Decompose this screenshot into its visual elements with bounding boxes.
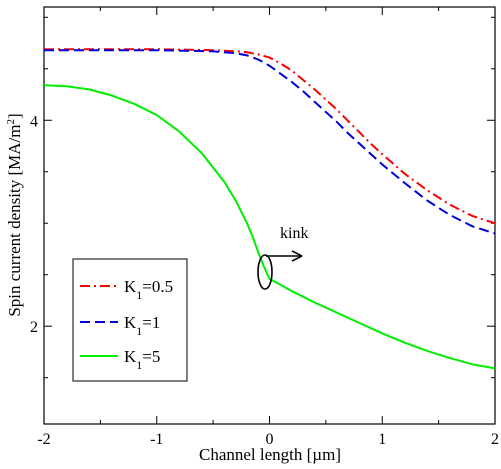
axis-ticks (43, 7, 496, 424)
kink-arrow-head (291, 250, 303, 262)
legend-box (72, 258, 188, 382)
y-axis-label: Spin current density [MA/m2] (5, 113, 24, 316)
legend-label-sub: 1 (136, 324, 142, 338)
series-lines (43, 48, 496, 370)
series-line-1 (44, 48, 496, 225)
legend-label-2: K1=1 (124, 313, 160, 338)
kink-annotation: kink (257, 225, 308, 290)
legend-label-rest: =1 (142, 313, 160, 332)
legend-label-main: K (124, 313, 137, 332)
legend-label-3: K1=5 (124, 347, 160, 372)
x-tick-label: -1 (150, 431, 163, 448)
tick-labels: -2 -1 0 1 2 2 4 (30, 113, 499, 448)
legend-label-main: K (124, 347, 137, 366)
y-axis-label-end: ] (5, 113, 24, 119)
y-tick-label: 2 (30, 319, 38, 336)
legend-label-rest: =0.5 (142, 277, 173, 296)
y-axis-label-main: Spin current density [MA/m (5, 125, 24, 317)
x-tick-label: 1 (378, 431, 386, 448)
x-tick-label: -2 (37, 431, 50, 448)
y-axis-label-sup: 2 (5, 119, 17, 125)
legend-label-1: K1=0.5 (124, 277, 173, 302)
legend: K1=0.5K1=1K1=5 (72, 258, 188, 382)
x-tick-label: 2 (491, 431, 499, 448)
legend-label-main: K (124, 277, 137, 296)
y-tick-label: 4 (30, 113, 38, 130)
legend-label-sub: 1 (136, 288, 142, 302)
x-tick-label: 0 (266, 431, 274, 448)
legend-label-rest: =5 (142, 347, 160, 366)
legend-entries: K1=0.5K1=1K1=5 (80, 277, 173, 372)
series-line-2 (44, 49, 496, 235)
kink-ellipse (257, 254, 273, 290)
legend-label-sub: 1 (136, 358, 142, 372)
kink-label: kink (280, 225, 308, 242)
x-axis-label: Channel length [µm] (199, 445, 341, 464)
series-line-3 (43, 84, 496, 370)
